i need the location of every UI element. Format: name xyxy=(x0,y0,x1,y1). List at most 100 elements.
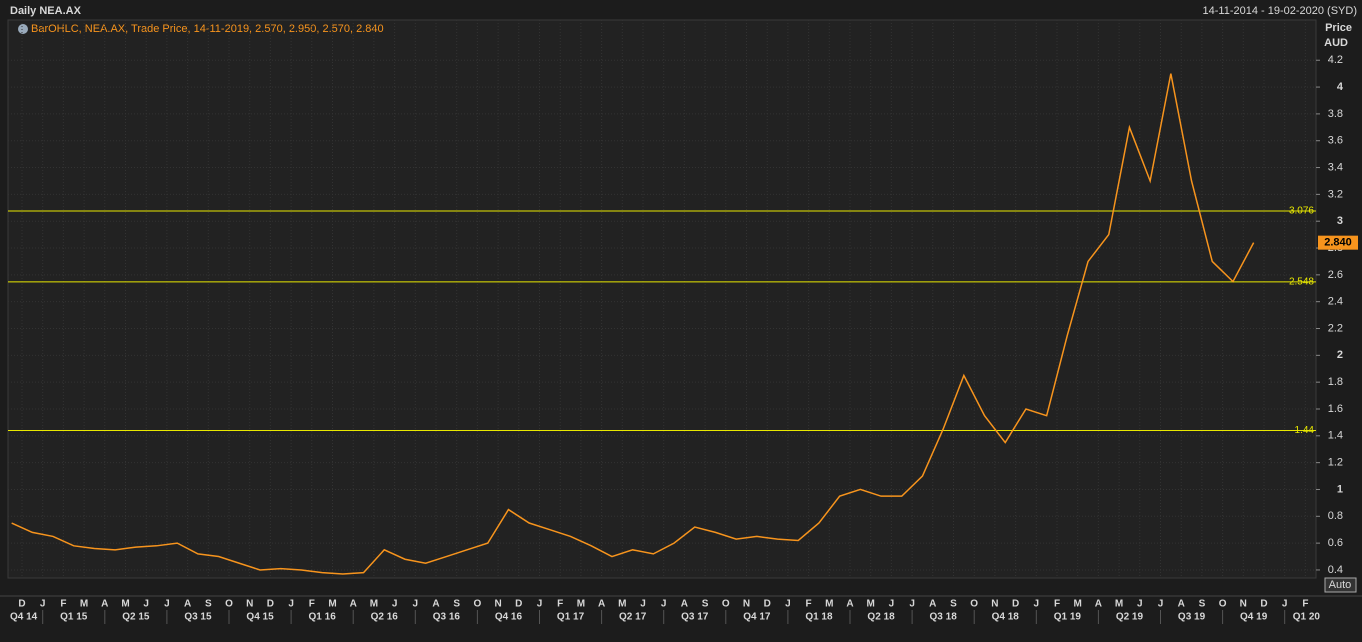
x-tick-label: O xyxy=(225,599,233,610)
x-tick-label: A xyxy=(1178,599,1185,610)
quarter-label: Q1 20 xyxy=(1293,612,1321,623)
quarter-label: Q3 17 xyxy=(681,612,709,623)
quarter-label: Q4 19 xyxy=(1240,612,1268,623)
y-tick-label: 4 xyxy=(1337,81,1344,93)
x-tick-label: F xyxy=(1302,599,1308,610)
y-tick-label: 4.2 xyxy=(1328,54,1343,66)
x-tick-label: O xyxy=(970,599,978,610)
price-line xyxy=(11,73,1255,575)
horizontal-line-label: 3.076 xyxy=(1289,206,1314,217)
x-tick-label: J xyxy=(40,599,46,610)
quarter-label: Q1 15 xyxy=(60,612,88,623)
x-tick-label: N xyxy=(246,599,253,610)
y-tick-label: 0.6 xyxy=(1328,537,1343,549)
x-tick-label: M xyxy=(80,599,88,610)
x-tick-label: D xyxy=(1012,599,1019,610)
x-tick-label: F xyxy=(806,599,812,610)
x-tick-label: A xyxy=(184,599,191,610)
x-tick-label: O xyxy=(474,599,482,610)
x-tick-label: S xyxy=(1199,599,1206,610)
date-range: 14-11-2014 - 19-02-2020 (SYD) xyxy=(1203,5,1358,17)
quarter-label: Q4 15 xyxy=(246,612,274,623)
y-tick-label: 3.8 xyxy=(1328,108,1343,120)
y-axis-unit: AUD xyxy=(1324,37,1348,49)
y-tick-label: 0.4 xyxy=(1328,564,1343,576)
x-tick-label: N xyxy=(1240,599,1247,610)
x-tick-label: D xyxy=(267,599,274,610)
quarter-label: Q4 18 xyxy=(992,612,1020,623)
y-tick-label: 1 xyxy=(1337,483,1343,495)
y-tick-label: 1.8 xyxy=(1328,376,1343,388)
y-axis-label: Price xyxy=(1325,22,1352,34)
x-tick-label: A xyxy=(101,599,108,610)
x-tick-label: M xyxy=(121,599,129,610)
x-tick-label: N xyxy=(494,599,501,610)
x-tick-label: A xyxy=(929,599,936,610)
quarter-label: Q1 16 xyxy=(309,612,337,623)
quarter-label: Q4 16 xyxy=(495,612,523,623)
x-tick-label: J xyxy=(1034,599,1040,610)
legend-text: BarOHLC, NEA.AX, Trade Price, 14-11-2019… xyxy=(31,23,384,35)
x-tick-label: A xyxy=(1095,599,1102,610)
x-tick-label: M xyxy=(1074,599,1082,610)
x-tick-label: D xyxy=(515,599,522,610)
x-tick-label: M xyxy=(370,599,378,610)
x-tick-label: J xyxy=(288,599,294,610)
quarter-label: Q3 16 xyxy=(433,612,461,623)
x-tick-label: J xyxy=(143,599,149,610)
quarter-label: Q1 19 xyxy=(1054,612,1082,623)
x-tick-label: A xyxy=(598,599,605,610)
y-tick-label: 3 xyxy=(1337,215,1343,227)
y-tick-label: 2.6 xyxy=(1328,269,1343,281)
last-price-label: 2.840 xyxy=(1324,237,1352,249)
x-tick-label: A xyxy=(432,599,439,610)
x-tick-label: J xyxy=(785,599,791,610)
quarter-label: Q2 16 xyxy=(371,612,399,623)
x-tick-label: M xyxy=(825,599,833,610)
x-tick-label: A xyxy=(846,599,853,610)
x-tick-label: M xyxy=(867,599,875,610)
x-tick-label: J xyxy=(537,599,543,610)
x-tick-label: M xyxy=(328,599,336,610)
x-tick-label: D xyxy=(1260,599,1267,610)
x-tick-label: J xyxy=(661,599,667,610)
quarter-label: Q3 19 xyxy=(1178,612,1206,623)
x-tick-label: J xyxy=(889,599,895,610)
quarter-label: Q4 14 xyxy=(10,612,38,623)
quarter-label: Q2 15 xyxy=(122,612,150,623)
x-tick-label: O xyxy=(1219,599,1227,610)
x-tick-label: A xyxy=(681,599,688,610)
y-tick-label: 1.2 xyxy=(1328,457,1343,469)
legend-icon[interactable] xyxy=(18,24,28,34)
x-tick-label: J xyxy=(392,599,398,610)
y-tick-label: 2.4 xyxy=(1328,296,1343,308)
x-tick-label: O xyxy=(722,599,730,610)
x-tick-label: S xyxy=(205,599,212,610)
plot-area xyxy=(7,19,1317,579)
y-tick-label: 3.2 xyxy=(1328,188,1343,200)
x-tick-label: F xyxy=(1054,599,1060,610)
y-tick-label: 2 xyxy=(1337,349,1343,361)
x-tick-label: N xyxy=(743,599,750,610)
x-tick-label: J xyxy=(413,599,419,610)
quarter-label: Q2 17 xyxy=(619,612,647,623)
x-tick-label: M xyxy=(577,599,585,610)
x-tick-label: J xyxy=(1137,599,1143,610)
x-tick-label: A xyxy=(350,599,357,610)
x-tick-label: J xyxy=(1282,599,1288,610)
quarter-label: Q2 19 xyxy=(1116,612,1144,623)
y-tick-label: 3.4 xyxy=(1328,161,1343,173)
horizontal-line-label: 2.548 xyxy=(1289,276,1314,287)
x-tick-label: M xyxy=(1115,599,1123,610)
auto-button[interactable] xyxy=(1324,577,1357,593)
x-tick-label: D xyxy=(764,599,771,610)
quarter-label: Q4 17 xyxy=(743,612,771,623)
x-tick-label: J xyxy=(164,599,170,610)
y-tick-label: 1.6 xyxy=(1328,403,1343,415)
x-tick-label: F xyxy=(557,599,563,610)
quarter-label: Q3 18 xyxy=(930,612,958,623)
quarter-label: Q1 17 xyxy=(557,612,585,623)
quarter-label: Q3 15 xyxy=(184,612,212,623)
chart-title: Daily NEA.AX xyxy=(10,5,82,17)
